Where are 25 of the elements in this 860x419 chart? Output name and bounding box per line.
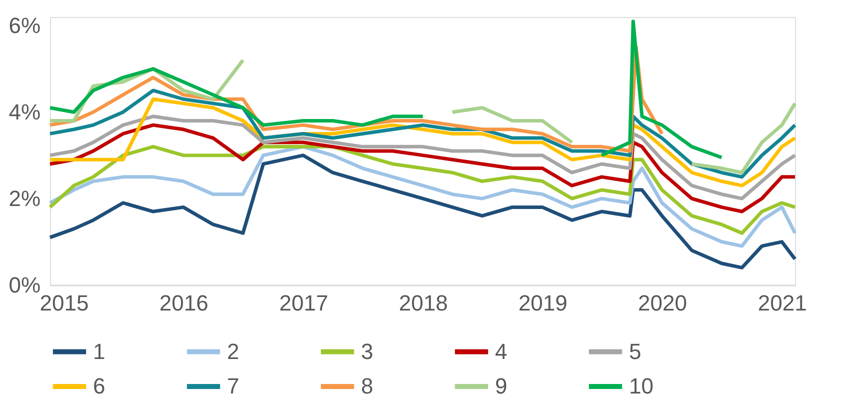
legend-label: 1: [93, 338, 106, 364]
line-series: [48, 88, 797, 179]
legend-label: 5: [629, 338, 642, 364]
x-tick-label: 2016: [159, 290, 208, 316]
x-tick-label: 2015: [40, 290, 89, 316]
legend-label: 10: [629, 374, 654, 398]
x-tick-label: 2021: [758, 290, 807, 316]
legend-label: 8: [361, 374, 374, 398]
y-tick-label: 6%: [8, 13, 40, 38]
legend-label: 7: [227, 374, 240, 398]
legend-label: 2: [227, 338, 240, 364]
y-tick-label: 0%: [8, 272, 40, 298]
y-tick-label: 2%: [8, 186, 40, 212]
legend-label: 3: [361, 338, 374, 364]
x-tick-label: 2019: [518, 290, 568, 316]
legend-label: 4: [495, 338, 508, 364]
x-tick-label: 2017: [279, 290, 328, 316]
legend-label: 6: [93, 374, 106, 398]
x-tick-label: 2020: [638, 290, 687, 316]
y-tick-label: 4%: [8, 100, 40, 125]
x-tick-label: 2018: [398, 290, 448, 316]
line-series: [48, 114, 797, 200]
line-series: [48, 154, 797, 270]
line-series: [48, 123, 797, 214]
legend-label: 9: [495, 374, 508, 398]
